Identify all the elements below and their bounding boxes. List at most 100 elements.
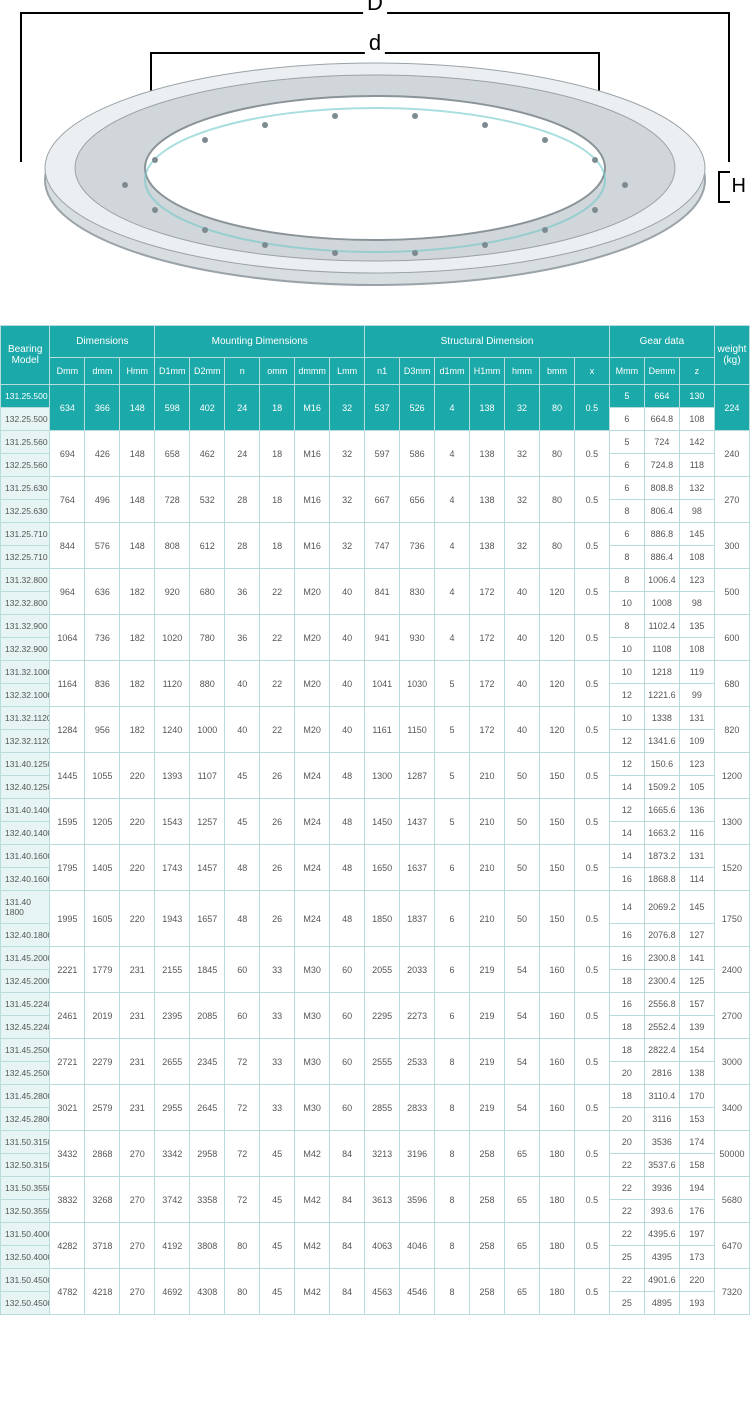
cell-shared: 636 [85, 569, 120, 615]
cell-shared: 210 [470, 753, 505, 799]
cell-shared: 54 [505, 993, 540, 1039]
cell-shared: 148 [120, 431, 155, 477]
cell-gear: 99 [679, 684, 714, 707]
cell-gear: 1665.6 [644, 799, 679, 822]
cell-shared: 2019 [85, 993, 120, 1039]
cell-weight: 300 [714, 523, 749, 569]
cell-gear: 3537.6 [644, 1154, 679, 1177]
cell-gear: 1102.4 [644, 615, 679, 638]
cell-shared: 32 [330, 477, 365, 523]
cell-shared: 2955 [155, 1085, 190, 1131]
cell-shared: 496 [85, 477, 120, 523]
cell-shared: 180 [539, 1269, 574, 1315]
cell-model: 132.32.1120 [1, 730, 50, 753]
cell-model: 132.50.4000 [1, 1246, 50, 1269]
cell-shared: 138 [470, 477, 505, 523]
cell-shared: 2721 [50, 1039, 85, 1085]
cell-gear: 18 [609, 970, 644, 993]
cell-shared: 22 [260, 615, 295, 661]
cell-shared: 1030 [400, 661, 435, 707]
cell-shared: 33 [260, 1039, 295, 1085]
cell-shared: M30 [295, 993, 330, 1039]
cell-shared: 920 [155, 569, 190, 615]
cell-shared: 40 [505, 569, 540, 615]
cell-shared: 2055 [365, 947, 400, 993]
cell-gear: 142 [679, 431, 714, 454]
cell-shared: 576 [85, 523, 120, 569]
cell-shared: 120 [539, 615, 574, 661]
cell-model: 132.50.4500 [1, 1292, 50, 1315]
cell-gear: 131 [679, 845, 714, 868]
cell-shared: 65 [505, 1269, 540, 1315]
cell-shared: 150 [539, 753, 574, 799]
header-bearing-model: Bearing Model [1, 326, 50, 385]
cell-model: 131.45.2500 [1, 1039, 50, 1062]
cell-shared: M42 [295, 1131, 330, 1177]
cell-shared: 220 [120, 753, 155, 799]
cell-gear: 4395 [644, 1246, 679, 1269]
cell-shared: 728 [155, 477, 190, 523]
cell-shared: 598 [155, 385, 190, 431]
cell-shared: 941 [365, 615, 400, 661]
table-row: 131.50.355038323268270374233587245M42843… [1, 1177, 750, 1200]
cell-shared: 54 [505, 947, 540, 993]
cell-shared: 1437 [400, 799, 435, 845]
cell-shared: 0.5 [574, 947, 609, 993]
cell-shared: 1995 [50, 891, 85, 947]
cell-gear: 1873.2 [644, 845, 679, 868]
cell-shared: 220 [120, 891, 155, 947]
cell-shared: 2273 [400, 993, 435, 1039]
table-row: 131.45.250027212279231265523457233M30602… [1, 1039, 750, 1062]
cell-shared: 2645 [190, 1085, 225, 1131]
cell-shared: 4 [435, 431, 470, 477]
cell-shared: 1637 [400, 845, 435, 891]
cell-shared: 172 [470, 615, 505, 661]
cell-gear: 2552.4 [644, 1016, 679, 1039]
cell-gear: 2300.4 [644, 970, 679, 993]
cell-weight: 7320 [714, 1269, 749, 1315]
cell-shared: 182 [120, 615, 155, 661]
cell-weight: 3400 [714, 1085, 749, 1131]
cell-shared: 6 [435, 891, 470, 947]
cell-shared: M30 [295, 1039, 330, 1085]
cell-shared: 65 [505, 1177, 540, 1223]
table-row: 131.45.224024612019231239520856033M30602… [1, 993, 750, 1016]
table-row: 131.25.6307644961487285322818M1632667656… [1, 477, 750, 500]
cell-shared: 28 [225, 523, 260, 569]
sub-header: d1mm [435, 358, 470, 385]
table-row: 131.32.8009646361829206803622M2040841830… [1, 569, 750, 592]
table-row: 131.32.11201284956182124010004022M204011… [1, 707, 750, 730]
cell-shared: 231 [120, 1039, 155, 1085]
cell-gear: 132 [679, 477, 714, 500]
cell-shared: M42 [295, 1177, 330, 1223]
cell-gear: 1006.4 [644, 569, 679, 592]
cell-shared: 48 [330, 845, 365, 891]
table-row: 131.40 180019951605220194316574826M24481… [1, 891, 750, 924]
cell-gear: 20 [609, 1131, 644, 1154]
table-row: 131.32.900106473618210207803622M20409419… [1, 615, 750, 638]
cell-shared: 2833 [400, 1085, 435, 1131]
cell-shared: 219 [470, 1085, 505, 1131]
cell-shared: 148 [120, 385, 155, 431]
cell-shared: 4308 [190, 1269, 225, 1315]
cell-shared: 880 [190, 661, 225, 707]
cell-model: 132.45.2000 [1, 970, 50, 993]
cell-shared: 8 [435, 1177, 470, 1223]
cell-gear: 724.8 [644, 454, 679, 477]
cell-shared: 40 [330, 569, 365, 615]
cell-shared: 8 [435, 1223, 470, 1269]
cell-shared: 40 [505, 661, 540, 707]
cell-shared: 50 [505, 753, 540, 799]
cell-model: 132.45.2240 [1, 1016, 50, 1039]
cell-gear: 5 [609, 385, 644, 408]
cell-model: 131.40 1800 [1, 891, 50, 924]
cell-gear: 145 [679, 523, 714, 546]
sub-header: omm [260, 358, 295, 385]
cell-shared: 1850 [365, 891, 400, 947]
cell-shared: 366 [85, 385, 120, 431]
cell-shared: 270 [120, 1269, 155, 1315]
cell-gear: 135 [679, 615, 714, 638]
sub-header: dmm [85, 358, 120, 385]
cell-shared: 80 [539, 523, 574, 569]
cell-shared: 5 [435, 753, 470, 799]
